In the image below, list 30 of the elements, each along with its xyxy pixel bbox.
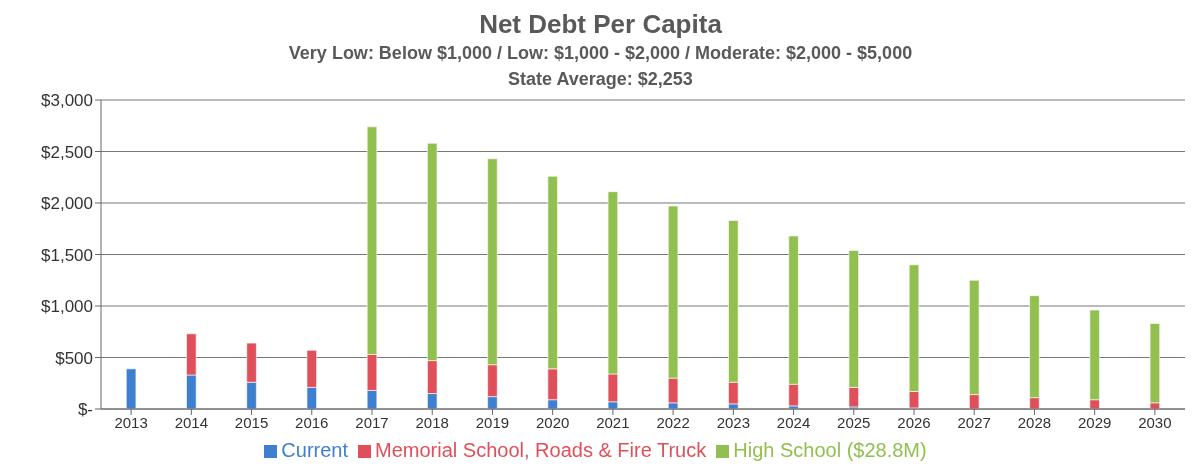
x-tick-label: 2028 — [1017, 413, 1052, 431]
x-tick-label: 2018 — [415, 413, 449, 431]
y-tick-label: $2,500 — [41, 142, 93, 162]
x-tick-label: 2016 — [295, 413, 329, 431]
legend-label: Memorial School, Roads & Fire Truck — [375, 439, 707, 461]
x-tick-label: 2019 — [475, 413, 510, 431]
y-tick-label: $1,000 — [41, 297, 93, 317]
y-tick-label: $- — [77, 400, 93, 420]
x-tick-label: 2027 — [957, 413, 991, 431]
x-tick-label: 2021 — [596, 413, 630, 431]
x-tick-label: 2017 — [355, 413, 389, 431]
legend-label: Current — [281, 439, 349, 461]
x-tick-label: 2020 — [535, 413, 570, 431]
x-tick-label: 2029 — [1077, 413, 1112, 431]
y-tick-label: $3,000 — [41, 91, 93, 111]
x-tick-label: 2025 — [837, 413, 871, 431]
x-tick-label: 2015 — [234, 413, 269, 431]
chart-title: Net Debt Per Capita — [478, 8, 723, 40]
x-tick-label: 2023 — [716, 413, 751, 431]
chart-subtitle: Very Low: Below $1,000 / Low: $1,000 - $2,000 / Moderate: $2,000 - $5,000 State Average: $2,253 — [287, 42, 914, 91]
y-tick-label: $2,000 — [41, 194, 93, 214]
x-tick-label: 2024 — [776, 413, 811, 431]
x-tick-label: 2013 — [114, 413, 148, 431]
x-tick-label: 2026 — [897, 413, 931, 431]
y-tick-label: $1,500 — [41, 245, 93, 265]
y-tick-label: $500 — [55, 348, 93, 368]
legend-label: High School ($28.8M) — [733, 439, 927, 461]
x-tick-label: 2014 — [174, 413, 209, 431]
x-tick-label: 2030 — [1138, 413, 1172, 431]
x-tick-label: 2022 — [656, 413, 690, 431]
